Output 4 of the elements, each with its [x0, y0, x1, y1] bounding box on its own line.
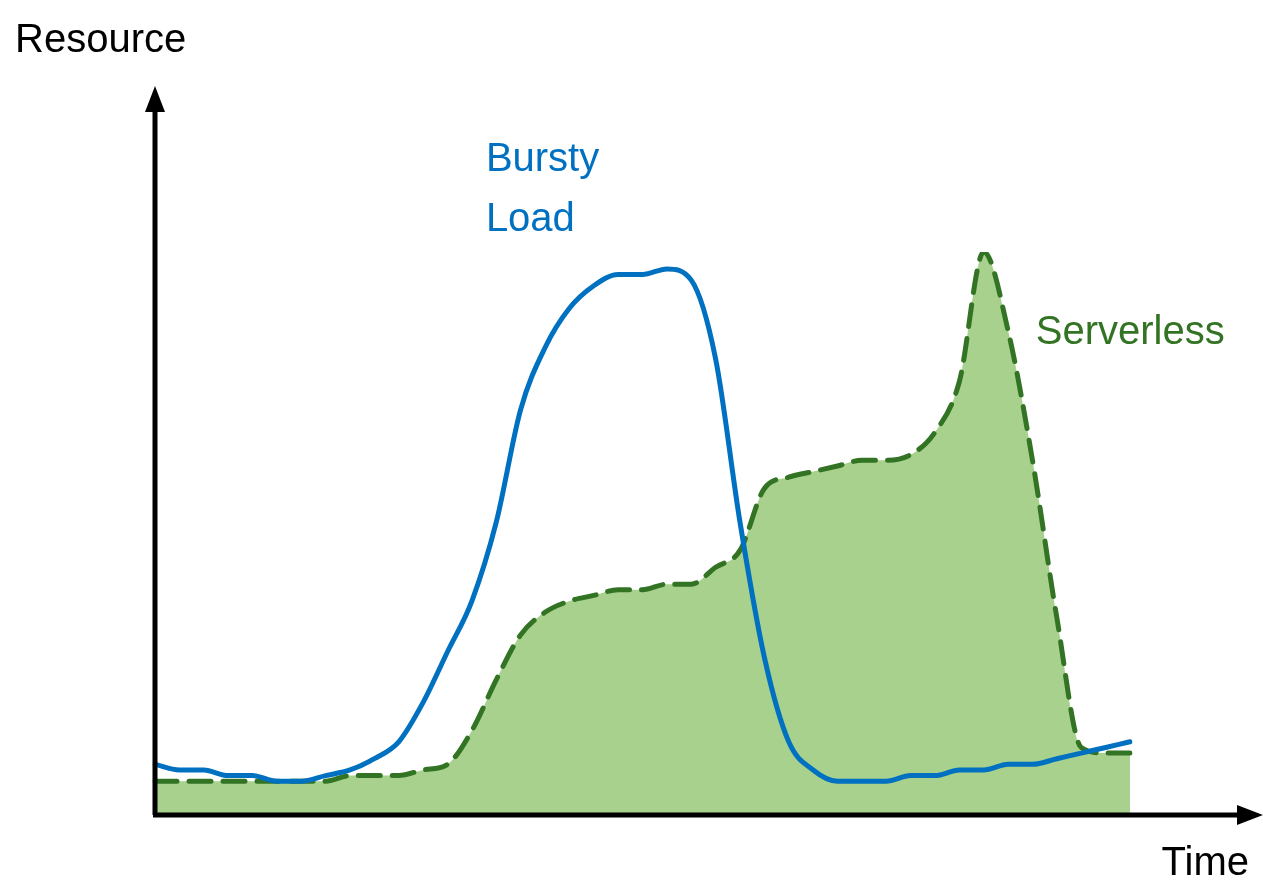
y-axis-title: Resource: [15, 16, 187, 60]
series-label: Serverless: [1035, 308, 1225, 352]
series-label: Bursty Load: [485, 134, 600, 239]
x-axis-title: Time: [1161, 839, 1249, 881]
